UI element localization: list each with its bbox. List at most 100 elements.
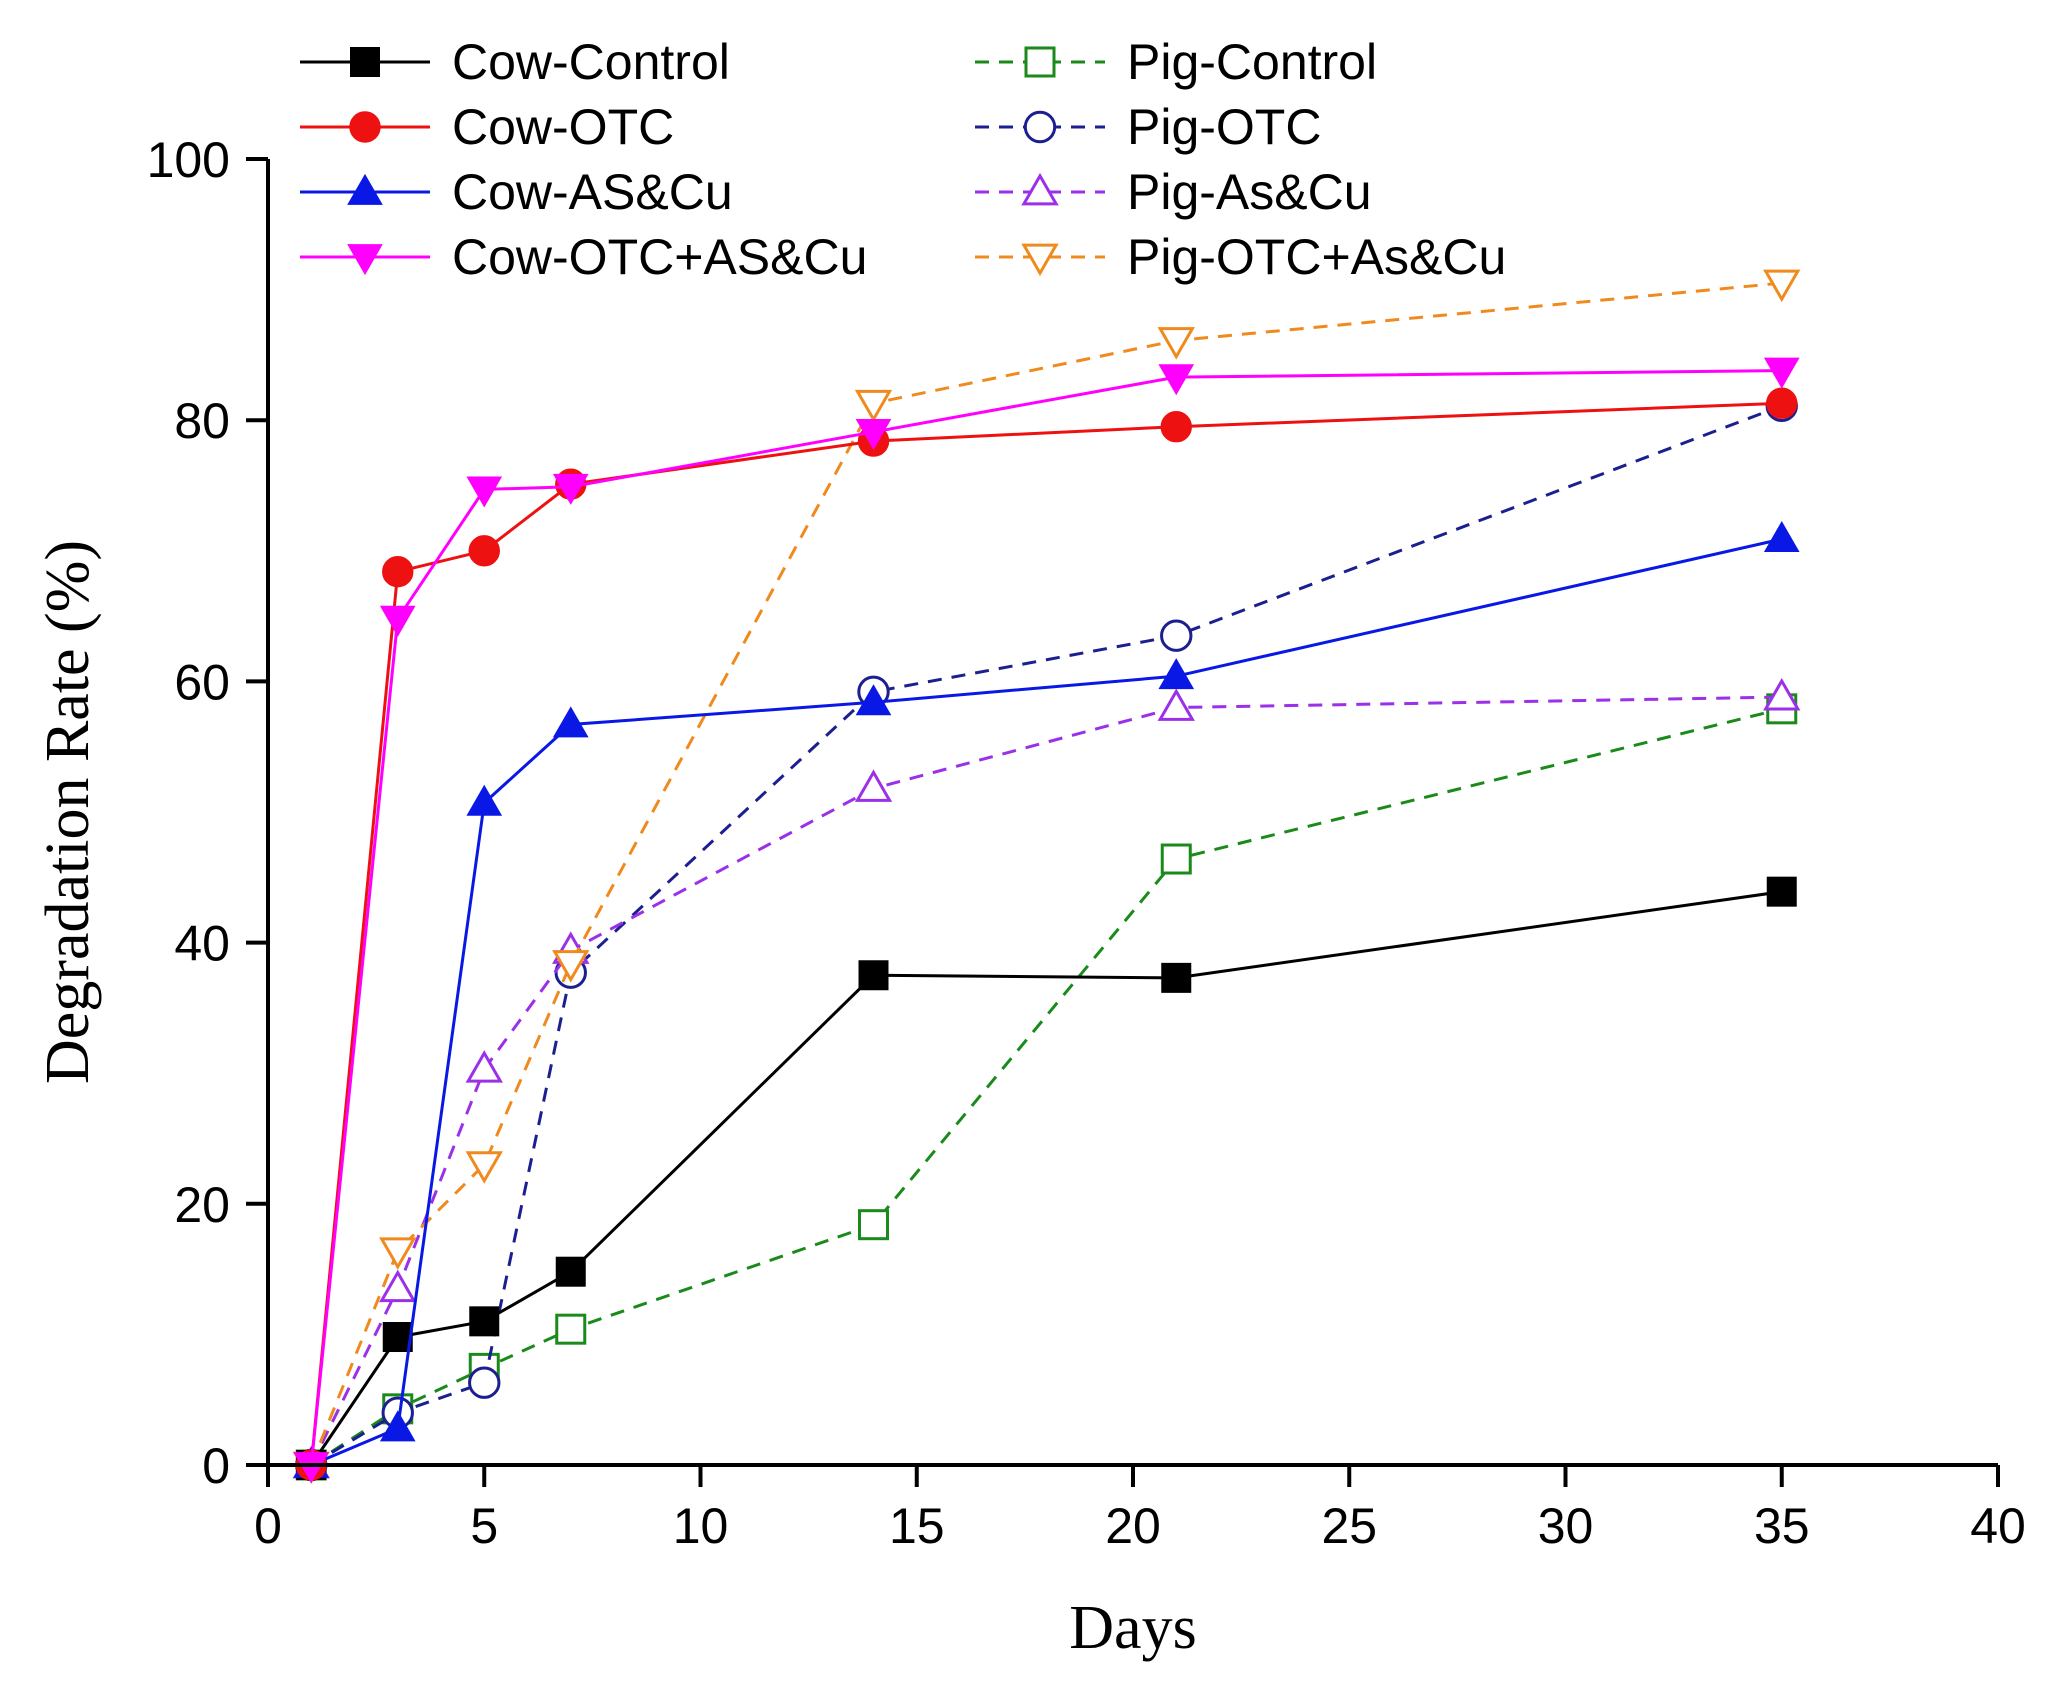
data-point [1158, 658, 1195, 690]
data-point [1766, 876, 1797, 907]
legend: Cow-Control Cow-OTC Cow-AS&Cu Cow-OTC+AS&Cu… [300, 34, 1506, 285]
legend-label: Cow-AS&Cu [452, 164, 733, 220]
data-point [382, 555, 414, 588]
data-point [858, 1209, 889, 1241]
data-point [855, 684, 892, 716]
x-tick-label: 30 [1538, 1498, 1594, 1554]
x-tick-label: 25 [1321, 1498, 1377, 1554]
y-tick-label: 40 [174, 916, 230, 972]
legend-item: Cow-OTC [300, 99, 674, 155]
legend-label: Cow-OTC [452, 99, 674, 155]
data-point [379, 1269, 417, 1303]
x-tick-label: 40 [1970, 1498, 2026, 1554]
series-cow-otc [295, 387, 1798, 1481]
legend-label: Pig-OTC [1127, 99, 1321, 155]
data-point [1160, 619, 1193, 652]
data-point [555, 1313, 587, 1345]
x-tick-label: 0 [254, 1498, 282, 1554]
data-point [466, 476, 503, 508]
series-line [309, 695, 1782, 1466]
data-point [1763, 520, 1800, 552]
legend-item: Cow-OTC+AS&Cu [300, 229, 867, 285]
series-pig-control [295, 693, 1798, 1481]
series-layer [292, 269, 1801, 1485]
data-point [1157, 327, 1195, 360]
data-point [552, 950, 590, 983]
series-line [309, 281, 1782, 1466]
x-tick-label: 35 [1754, 1498, 1810, 1554]
x-tick-label: 5 [470, 1498, 498, 1554]
data-point [552, 706, 589, 738]
legend-item: Pig-OTC [975, 99, 1321, 155]
data-point [465, 1050, 503, 1083]
series-line [310, 707, 1783, 1467]
data-point [466, 784, 503, 816]
data-point [1763, 677, 1801, 711]
x-tick-label: 10 [673, 1498, 729, 1554]
legend-label: Pig-Control [1127, 34, 1377, 90]
data-point [855, 419, 892, 451]
data-point [468, 535, 500, 567]
series-cow-as-cu [293, 520, 1800, 1478]
axes-layer: 0 5 10 15 20 25 30 35 40 0 20 40 60 80 100 Days Degra… [34, 132, 2026, 1662]
legend-item: Pig-OTC+As&Cu [975, 229, 1506, 285]
data-point [1160, 843, 1192, 875]
series-cow-otc-as-cu [293, 357, 1800, 1484]
data-point [1763, 269, 1801, 303]
data-point [1763, 357, 1800, 389]
data-point [379, 605, 416, 637]
data-point [379, 1410, 416, 1442]
data-point [293, 1452, 330, 1484]
y-tick-label: 0 [202, 1438, 230, 1494]
legend-swatch-marker [347, 173, 383, 205]
legend-label: Cow-OTC+AS&Cu [452, 229, 867, 285]
y-tick-label: 100 [147, 132, 230, 188]
series-line [309, 369, 1782, 1466]
data-point [854, 769, 893, 802]
data-point [1158, 364, 1195, 396]
series-pig-otc [295, 389, 1798, 1482]
series-pig-as-cu [292, 677, 1801, 1479]
data-point [858, 960, 889, 991]
x-tick-label: 20 [1105, 1498, 1161, 1554]
legend-swatch-marker [1024, 46, 1056, 78]
series-line [310, 404, 1783, 1467]
legend-label: Pig-OTC+As&Cu [1127, 229, 1506, 285]
legend-swatch-marker [1021, 172, 1059, 206]
legend-swatch-marker [350, 47, 380, 77]
legend-swatch-marker [349, 111, 381, 143]
data-point [465, 1151, 503, 1184]
legend-swatch-marker [347, 244, 383, 276]
legend-label: Cow-Control [452, 34, 730, 90]
data-point [1766, 387, 1798, 419]
data-point [1161, 962, 1192, 993]
legend-item: Pig-As&Cu [975, 164, 1372, 220]
x-ticks: 0 5 10 15 20 25 30 35 40 [254, 1465, 2026, 1554]
data-point [552, 473, 589, 505]
legend-swatch-marker [1021, 243, 1059, 277]
data-point [555, 1256, 586, 1287]
data-point [382, 1322, 413, 1353]
data-point [468, 1366, 501, 1399]
series-cow-control [296, 876, 1797, 1480]
y-tick-label: 80 [174, 393, 230, 449]
data-point [854, 389, 893, 423]
legend-swatch-marker [1023, 110, 1057, 144]
y-ticks: 0 20 40 60 80 100 [147, 132, 268, 1494]
x-tick-label: 15 [889, 1498, 945, 1554]
x-axis-title: Days [1069, 1594, 1196, 1662]
y-axis-title: Degradation Rate (%) [34, 540, 102, 1084]
data-point [379, 1237, 417, 1270]
legend-item: Pig-Control [975, 34, 1377, 90]
y-tick-label: 20 [174, 1177, 230, 1233]
legend-item: Cow-AS&Cu [300, 164, 733, 220]
series-line [309, 401, 1782, 1466]
legend-item: Cow-Control [300, 34, 730, 90]
data-point [469, 1306, 500, 1337]
data-point [1157, 688, 1195, 721]
data-point [1160, 411, 1192, 443]
y-tick-label: 60 [174, 654, 230, 710]
legend-label: Pig-As&Cu [1127, 164, 1372, 220]
